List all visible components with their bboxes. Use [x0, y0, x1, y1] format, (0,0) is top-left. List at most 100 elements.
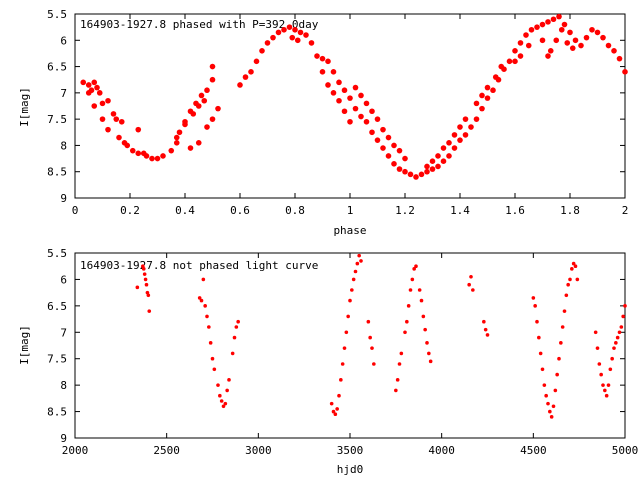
- data-point: [368, 335, 372, 340]
- data-point: [457, 124, 463, 130]
- x-tick-label: 1.2: [395, 204, 415, 217]
- data-point: [544, 393, 548, 398]
- data-point: [428, 359, 433, 364]
- data-point: [608, 367, 613, 372]
- x-tick-label: 1.6: [505, 204, 525, 217]
- data-point: [569, 45, 576, 51]
- data-point: [116, 134, 122, 141]
- data-point: [615, 335, 620, 340]
- data-point: [259, 48, 265, 54]
- x-tick-label: 0: [72, 204, 79, 217]
- data-point: [575, 277, 580, 282]
- data-point: [199, 298, 204, 303]
- data-point: [195, 103, 202, 109]
- data-point: [413, 174, 419, 180]
- data-point: [484, 95, 491, 101]
- x-tick-label: 0.2: [120, 204, 140, 217]
- data-point: [589, 26, 595, 33]
- data-point: [333, 412, 338, 417]
- data-point: [600, 34, 606, 41]
- data-point: [363, 118, 370, 125]
- x-tick-label: 3500: [337, 444, 364, 457]
- data-point: [135, 126, 142, 133]
- data-point: [396, 166, 403, 172]
- data-point: [380, 145, 386, 151]
- data-point: [197, 296, 202, 300]
- data-point: [385, 153, 392, 159]
- data-point: [219, 399, 224, 403]
- data-point: [99, 116, 106, 122]
- y-tick-label: 5.5: [47, 8, 67, 21]
- data-point: [105, 126, 111, 133]
- data-point: [85, 90, 92, 96]
- chart-title: 164903-1927.8 phased with P=392.0day: [80, 18, 319, 31]
- data-point: [403, 330, 407, 335]
- data-point: [469, 274, 473, 279]
- data-point: [533, 304, 537, 308]
- data-point: [547, 48, 554, 54]
- data-point: [270, 34, 276, 41]
- x-tick-label: 4500: [520, 444, 547, 457]
- x-axis-label: hjd0: [337, 463, 364, 476]
- data-point: [129, 147, 136, 154]
- chart-title: 164903-1927.8 not phased light curve: [80, 259, 318, 272]
- data-point: [531, 296, 536, 300]
- data-point: [357, 253, 361, 258]
- data-point: [538, 351, 543, 356]
- data-point: [451, 145, 458, 151]
- data-point: [363, 100, 370, 107]
- data-point: [201, 97, 208, 104]
- data-point: [492, 74, 499, 80]
- data-point: [144, 282, 149, 287]
- data-point: [142, 272, 147, 276]
- x-axis-label: phase: [333, 224, 366, 237]
- data-point: [479, 105, 485, 112]
- data-point: [337, 393, 341, 398]
- data-point: [210, 356, 215, 361]
- data-point: [391, 161, 397, 167]
- data-point: [440, 158, 447, 164]
- data-point: [406, 304, 411, 308]
- data-point: [203, 304, 207, 308]
- data-point: [230, 351, 235, 356]
- phased-light-curve-panel: 164903-1927.8 phased with P=392.0day I[m…: [18, 8, 628, 237]
- data-point: [331, 409, 336, 414]
- data-point: [537, 335, 541, 340]
- data-point: [340, 362, 345, 366]
- data-point: [359, 259, 363, 263]
- data-point: [540, 367, 545, 372]
- data-point: [198, 92, 205, 99]
- data-point: [559, 341, 563, 345]
- data-point: [352, 84, 359, 91]
- data-point: [573, 264, 578, 269]
- data-point: [473, 116, 480, 122]
- data-point: [603, 388, 607, 393]
- data-point: [160, 153, 166, 159]
- data-point: [216, 383, 220, 387]
- data-point: [539, 37, 546, 44]
- data-point: [325, 58, 331, 65]
- data-point: [412, 267, 416, 271]
- data-point: [597, 362, 602, 366]
- data-point: [471, 288, 475, 292]
- data-point: [560, 325, 565, 329]
- data-point: [209, 116, 216, 122]
- data-point: [380, 126, 386, 133]
- data-point: [346, 314, 350, 319]
- data-point: [397, 362, 402, 366]
- data-point: [446, 140, 452, 146]
- data-point: [176, 129, 183, 136]
- data-point: [232, 335, 237, 340]
- data-point: [542, 383, 547, 387]
- data-point: [407, 171, 414, 178]
- unphased-light-curve-panel: 164903-1927.8 not phased light curve I[m…: [18, 247, 638, 476]
- data-point: [297, 29, 304, 36]
- data-point: [610, 356, 614, 361]
- x-tick-label: 0.6: [230, 204, 250, 217]
- data-point: [506, 58, 513, 65]
- data-point: [622, 69, 628, 75]
- data-point: [553, 388, 558, 393]
- y-tick-label: 7: [60, 87, 67, 100]
- x-tick-label: 2500: [153, 444, 180, 457]
- data-point: [292, 26, 298, 33]
